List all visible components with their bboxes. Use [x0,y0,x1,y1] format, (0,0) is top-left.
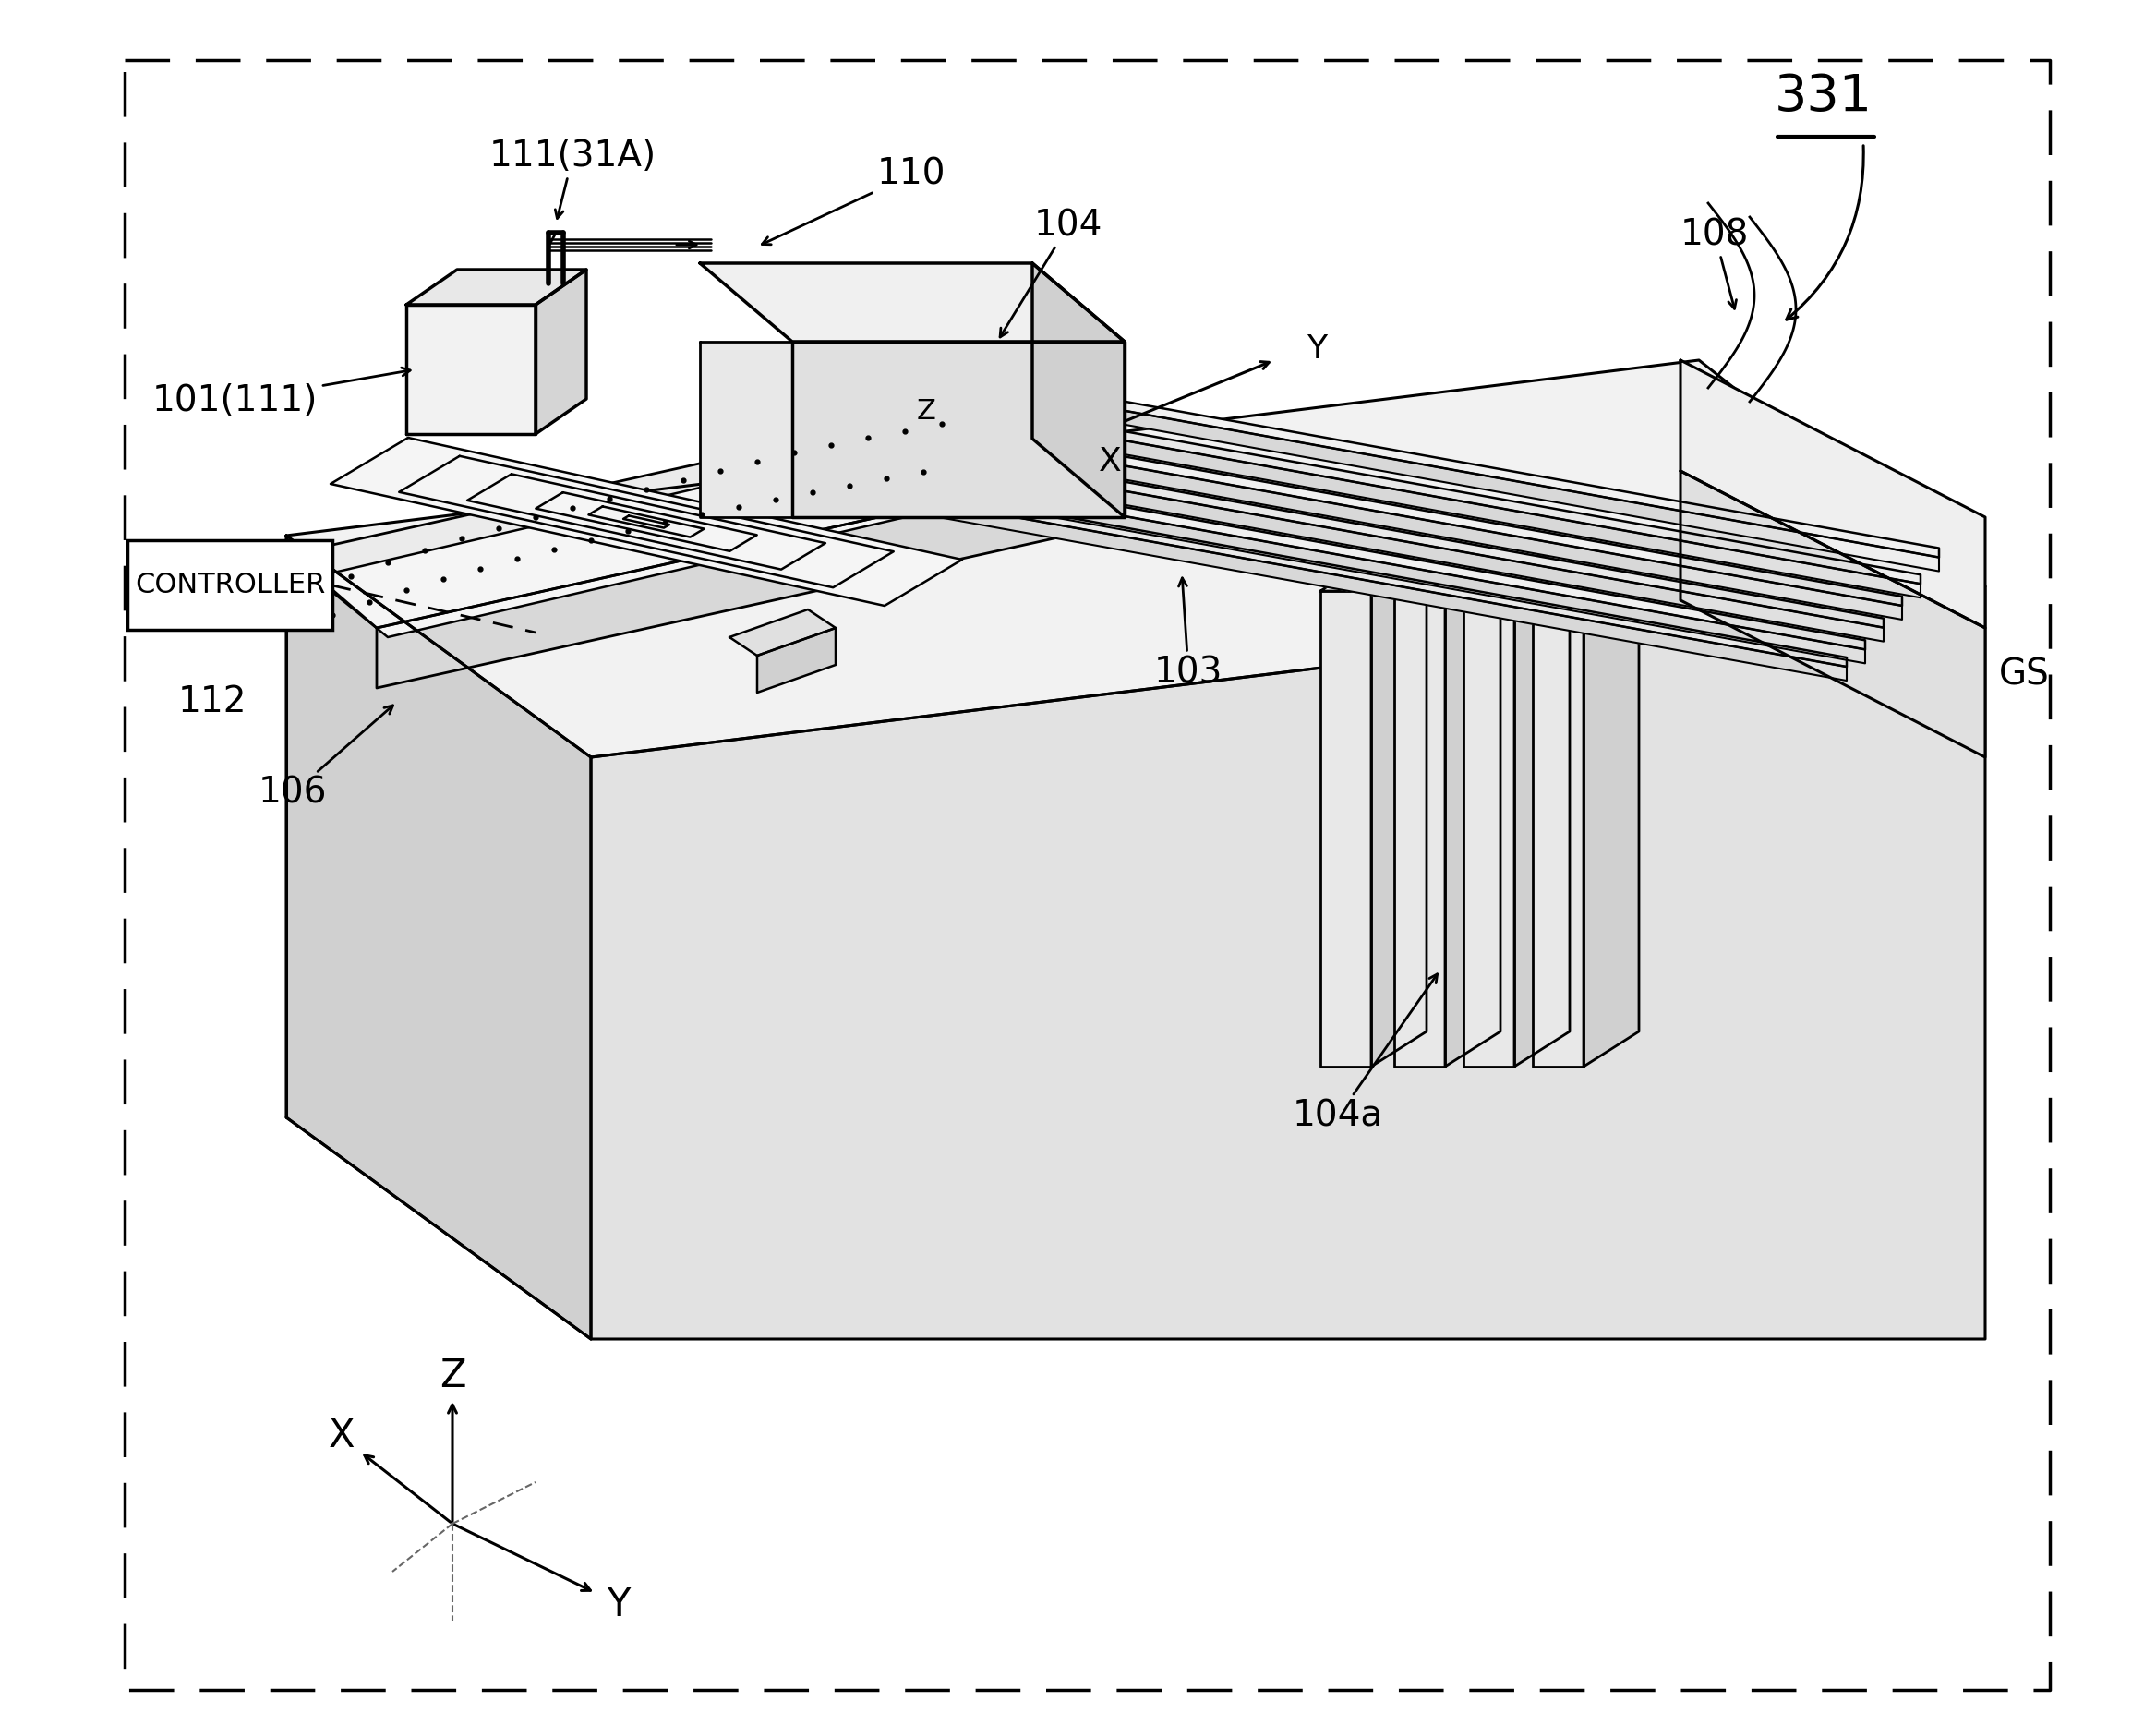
Text: Y: Y [1307,333,1326,364]
Polygon shape [1533,555,1639,592]
Polygon shape [819,402,1902,605]
Polygon shape [537,492,757,552]
Polygon shape [1583,555,1639,1066]
Polygon shape [1680,471,1986,757]
Polygon shape [729,609,837,656]
Text: 104: 104 [1000,207,1104,336]
Polygon shape [791,342,1125,518]
Polygon shape [405,269,586,305]
Text: 331: 331 [1774,72,1874,122]
Polygon shape [535,269,586,435]
Polygon shape [834,438,1884,642]
Text: X: X [1100,447,1121,478]
Text: 110: 110 [761,157,946,245]
Polygon shape [1395,592,1445,1066]
FancyArrowPatch shape [1787,145,1863,319]
Polygon shape [847,457,1865,650]
Polygon shape [1445,555,1501,1066]
Text: Z: Z [440,1356,466,1396]
Text: CONTROLLER: CONTROLLER [134,571,326,599]
Polygon shape [791,342,1938,557]
Polygon shape [806,374,1921,583]
Polygon shape [806,383,1921,597]
Polygon shape [589,507,705,536]
Polygon shape [291,402,1067,628]
Polygon shape [862,480,1848,668]
Text: 108: 108 [1680,217,1749,309]
Polygon shape [468,474,826,569]
Polygon shape [701,264,1125,342]
Text: 111(31A): 111(31A) [489,138,658,219]
Text: 101(111): 101(111) [153,367,410,419]
Polygon shape [701,342,791,518]
Polygon shape [1464,555,1570,592]
Text: X: X [328,1416,356,1456]
Text: 112: 112 [179,685,246,719]
Text: Z: Z [916,397,936,424]
Polygon shape [1319,555,1427,592]
Polygon shape [377,476,1067,688]
Polygon shape [623,516,668,528]
Text: GS: GS [1999,657,2050,692]
Polygon shape [1533,592,1583,1066]
Polygon shape [847,466,1865,664]
Polygon shape [591,586,1986,1339]
Polygon shape [834,430,1884,628]
Text: 103: 103 [1153,578,1222,690]
FancyBboxPatch shape [127,540,332,630]
Polygon shape [1464,592,1514,1066]
Polygon shape [1319,592,1371,1066]
Polygon shape [862,490,1848,681]
Polygon shape [315,430,1024,637]
Polygon shape [287,361,1986,757]
Text: Y: Y [608,1585,630,1625]
Polygon shape [1680,361,1986,628]
Polygon shape [819,411,1902,619]
Text: 106: 106 [259,706,392,811]
Polygon shape [1033,264,1125,518]
Text: 104a: 104a [1294,975,1438,1133]
Polygon shape [1395,555,1501,592]
Polygon shape [757,628,837,692]
Polygon shape [1514,555,1570,1066]
Polygon shape [405,305,535,435]
Polygon shape [399,455,893,588]
Polygon shape [1371,555,1427,1066]
Polygon shape [791,350,1938,571]
Polygon shape [287,535,591,1339]
Polygon shape [330,438,962,605]
